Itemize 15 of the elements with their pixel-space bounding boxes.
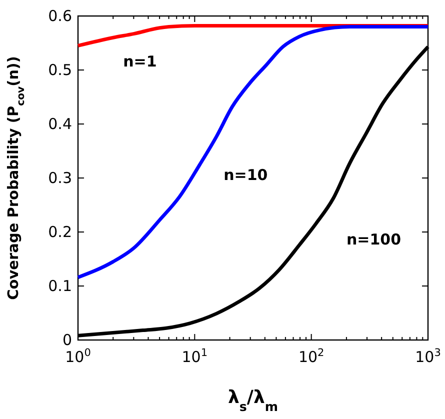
x-axis-title: λ$_{s}$/λ$_{m}$ xyxy=(228,387,278,414)
annotation: n=1 xyxy=(123,52,157,70)
y-tick-label: 0.4 xyxy=(48,115,72,133)
annotation: n=10 xyxy=(224,166,268,184)
annotation: n=100 xyxy=(346,230,402,249)
x-tick-label: 10$^{1}$ xyxy=(182,347,208,366)
y-tick-label: 0 xyxy=(62,331,72,349)
y-tick-label: 0.5 xyxy=(48,61,72,79)
y-tick-label: 0.3 xyxy=(48,169,72,187)
y-tick-label: 0.2 xyxy=(48,223,72,241)
y-tick-label: 0.6 xyxy=(48,7,72,25)
y-tick-label: 0.1 xyxy=(48,277,72,295)
x-tick-label: 10$^{0}$ xyxy=(65,347,91,366)
x-tick-label: 10$^{2}$ xyxy=(298,347,324,366)
x-tick-label: 10$^{3}$ xyxy=(415,347,441,366)
